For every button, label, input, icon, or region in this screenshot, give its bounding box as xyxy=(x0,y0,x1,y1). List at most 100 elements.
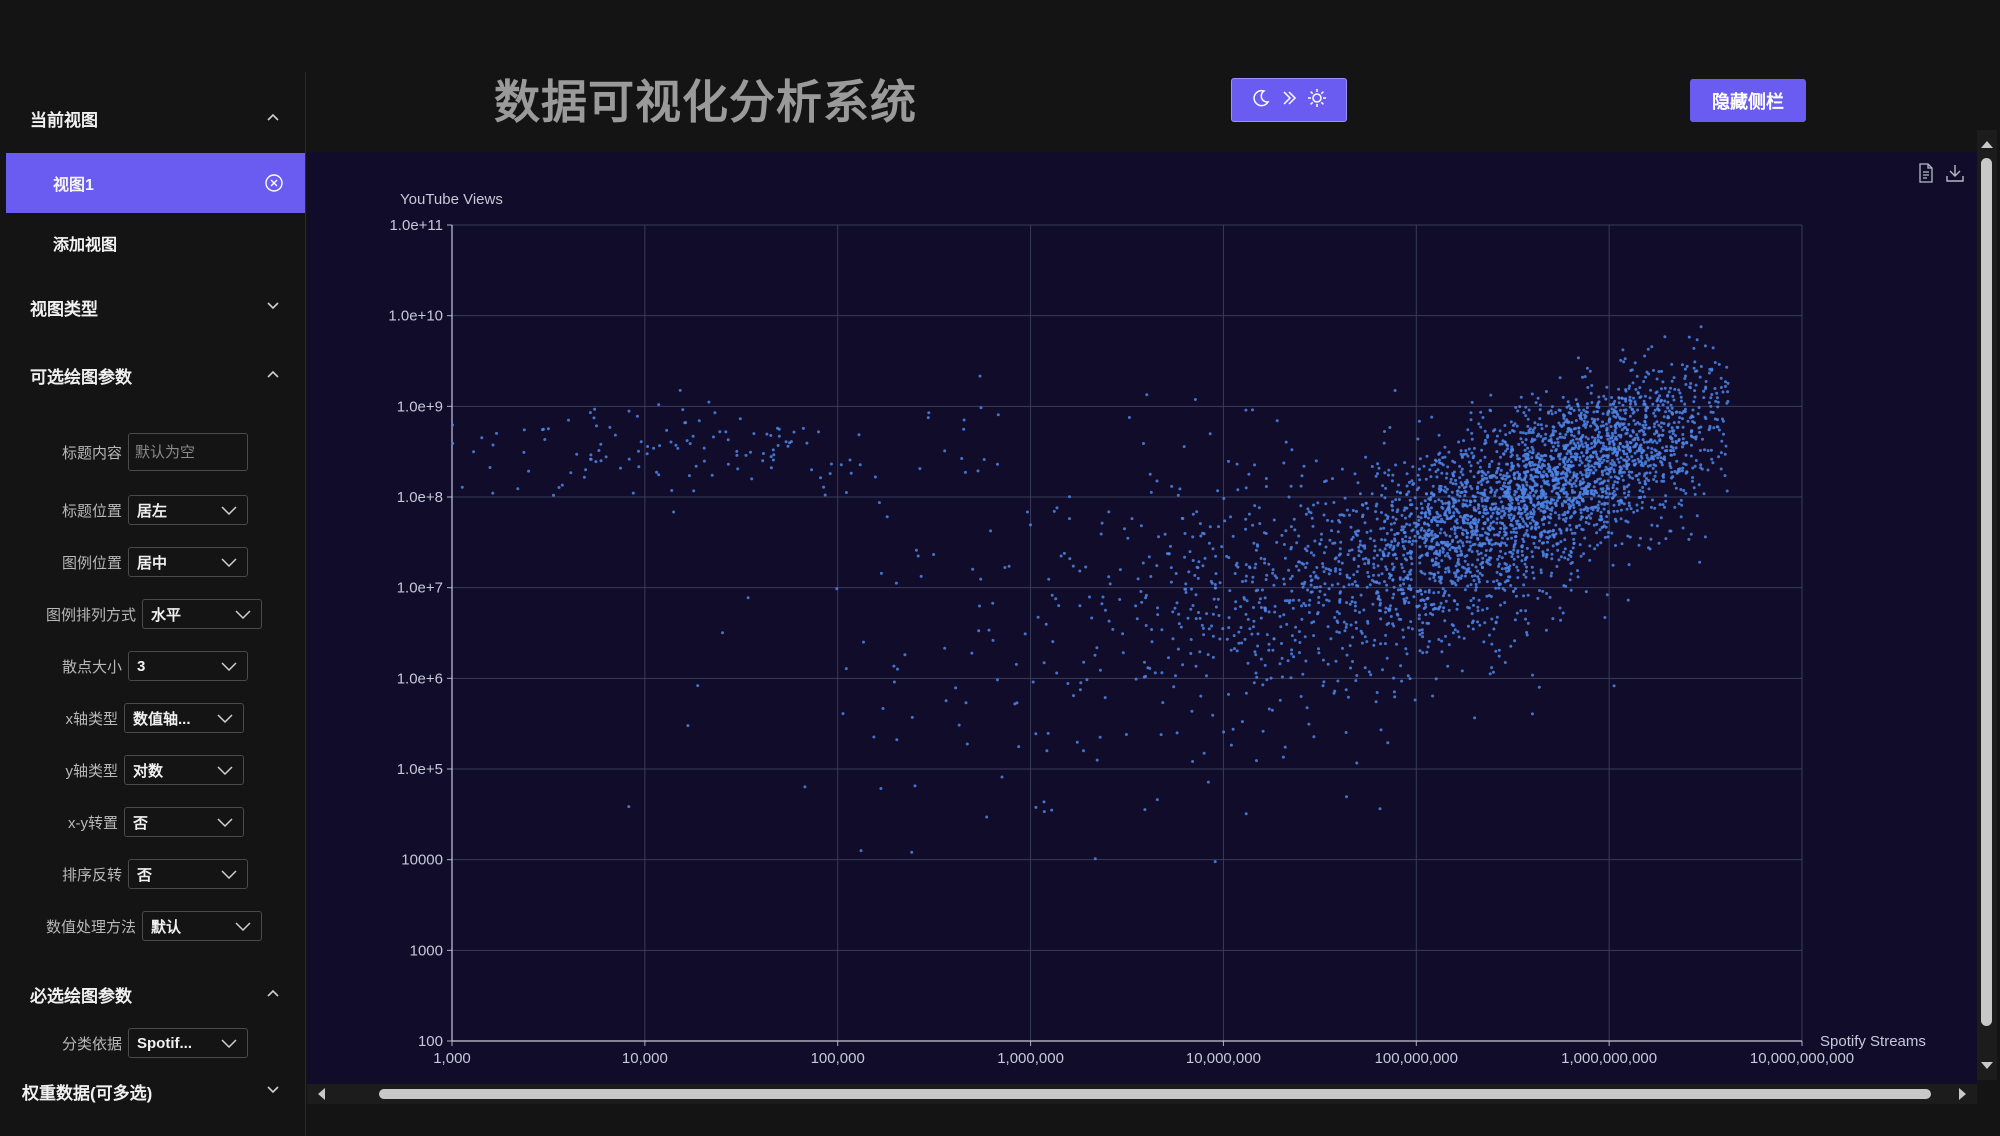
scatter-point xyxy=(1462,439,1466,443)
scatter-point xyxy=(1542,552,1545,556)
data-view-icon[interactable] xyxy=(1915,162,1937,184)
x-axis-type-value: 数值轴... xyxy=(133,710,191,728)
scatter-point xyxy=(1299,484,1303,488)
scatter-point xyxy=(1604,397,1608,401)
scatter-point xyxy=(1145,393,1149,397)
scatter-point xyxy=(712,435,715,439)
sort-reverse-select[interactable]: 否 xyxy=(128,859,248,889)
scatter-point xyxy=(1190,587,1193,591)
horizontal-scrollbar[interactable] xyxy=(307,1084,1977,1104)
scatter-point xyxy=(1364,556,1368,560)
scatter-point xyxy=(1401,528,1405,531)
scatter-point xyxy=(1719,386,1723,389)
scatter-point xyxy=(1418,545,1422,549)
view-item-1[interactable]: 视图1 xyxy=(6,153,305,213)
scatter-point xyxy=(1562,486,1566,490)
scatter-point xyxy=(1698,560,1702,564)
view-type-header[interactable]: 视图类型 xyxy=(0,287,305,327)
scatter-point xyxy=(1540,488,1544,492)
scatter-point xyxy=(1444,490,1448,494)
scatter-point xyxy=(1544,555,1548,559)
scatter-point xyxy=(1367,558,1370,562)
scatter-point xyxy=(1244,486,1248,490)
scroll-down-arrow-icon[interactable] xyxy=(1977,1058,1997,1074)
download-icon[interactable] xyxy=(1944,162,1966,184)
scatter-point xyxy=(1589,455,1593,459)
scatter-point xyxy=(1520,478,1524,482)
scatter-point xyxy=(1491,526,1494,530)
hide-sidebar-button[interactable]: 隐藏侧栏 xyxy=(1690,79,1806,122)
x-axis-type-select[interactable]: 数值轴... xyxy=(124,703,244,733)
scatter-point xyxy=(1568,441,1572,445)
scatter-point xyxy=(1495,570,1499,574)
scatter-point xyxy=(1485,560,1489,564)
chevron-down-icon xyxy=(217,710,233,727)
add-view-item[interactable]: 添加视图 xyxy=(6,213,305,273)
scatter-point xyxy=(1510,524,1514,528)
vertical-scroll-thumb[interactable] xyxy=(1981,158,1992,1026)
legend-orient-select[interactable]: 水平 xyxy=(142,599,262,629)
legend-position-select[interactable]: 居中 xyxy=(128,547,248,577)
scatter-point xyxy=(1327,572,1331,576)
scatter-point xyxy=(1722,432,1725,436)
optional-params-header[interactable]: 可选绘图参数 xyxy=(0,355,305,395)
scatter-point xyxy=(1689,382,1693,385)
scatter-point xyxy=(1189,607,1193,611)
scroll-up-arrow-icon[interactable] xyxy=(1977,136,1997,152)
point-size-value: 3 xyxy=(137,657,146,675)
required-params-header[interactable]: 必选绘图参数 xyxy=(0,974,305,1014)
scatter-point xyxy=(1544,390,1548,393)
scatter-point xyxy=(1566,421,1570,424)
theme-toggle[interactable] xyxy=(1231,78,1347,122)
scatter-point xyxy=(1181,517,1185,520)
scatter-point xyxy=(1503,562,1507,565)
scatter-point xyxy=(1454,482,1458,486)
scatter-point xyxy=(1322,680,1326,684)
scatter-point xyxy=(1458,539,1462,543)
scatter-point xyxy=(1570,433,1574,437)
scatter-point xyxy=(1413,698,1417,702)
scatter-point xyxy=(1500,476,1504,480)
current-view-header[interactable]: 当前视图 xyxy=(0,98,305,138)
scatter-point xyxy=(480,436,484,440)
scatter-point xyxy=(1372,556,1376,560)
scatter-point xyxy=(1456,568,1459,572)
scatter-point xyxy=(1211,612,1215,616)
scatter-point xyxy=(1317,601,1321,605)
weight-data-header[interactable]: 权重数据(可多选) xyxy=(0,1071,305,1111)
scroll-left-arrow-icon[interactable] xyxy=(313,1084,329,1104)
scatter-point xyxy=(1370,492,1374,496)
scatter-point xyxy=(1661,503,1665,507)
scatter-point xyxy=(1539,423,1543,427)
scatter-point xyxy=(1466,518,1470,522)
vertical-scrollbar[interactable] xyxy=(1977,130,1997,1080)
close-circle-icon[interactable] xyxy=(265,174,283,192)
scroll-right-arrow-icon[interactable] xyxy=(1955,1084,1971,1104)
scatter-point xyxy=(1481,515,1485,519)
value-method-select[interactable]: 默认 xyxy=(142,911,262,941)
scatter-point xyxy=(1499,500,1503,504)
y-axis-type-select[interactable]: 对数 xyxy=(124,755,244,785)
scatter-point xyxy=(1532,494,1536,497)
title-position-select[interactable]: 居左 xyxy=(128,495,248,525)
scatter-point xyxy=(1519,437,1523,441)
scatter-point xyxy=(1136,577,1140,581)
scatter-point xyxy=(1577,494,1581,498)
point-size-select[interactable]: 3 xyxy=(128,651,248,681)
category-by-select[interactable]: Spotif... xyxy=(128,1028,248,1058)
scatter-point xyxy=(1386,554,1390,558)
scatter-point xyxy=(1251,523,1255,527)
scatter-point xyxy=(1528,450,1532,454)
scatter-point xyxy=(1651,440,1654,444)
scatter-point xyxy=(1644,409,1648,413)
scatter-point xyxy=(1380,511,1383,514)
scatter-point xyxy=(1509,448,1513,452)
scatter-point xyxy=(1579,511,1583,515)
title-content-input[interactable] xyxy=(128,433,248,471)
scatter-point xyxy=(1454,573,1458,577)
scatter-point xyxy=(1407,490,1411,494)
scatter-point xyxy=(1659,456,1663,460)
xy-swap-select[interactable]: 否 xyxy=(124,807,244,837)
horizontal-scroll-thumb[interactable] xyxy=(379,1089,1931,1099)
scatter-point xyxy=(1476,537,1480,541)
